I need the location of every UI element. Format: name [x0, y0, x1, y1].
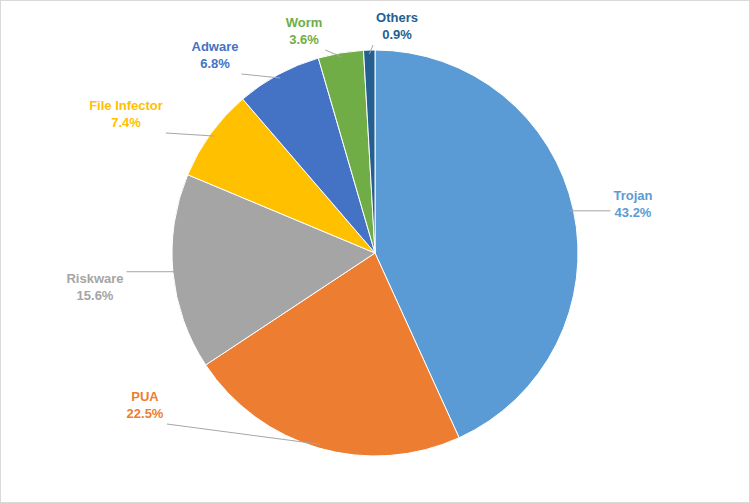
data-label: Riskware 15.6% [66, 271, 123, 303]
value-label: 15.6% [77, 288, 114, 303]
leader-line [241, 74, 280, 78]
leader-line [325, 50, 341, 57]
data-label: Adware 6.8% [192, 39, 239, 71]
data-label: Others 0.9% [376, 10, 418, 42]
data-label: Worm 3.6% [286, 15, 323, 47]
category-label: Trojan [613, 188, 652, 203]
category-label: File Infector [89, 98, 163, 113]
value-label: 22.5% [127, 406, 164, 421]
pie-slice [364, 50, 375, 253]
value-label: 0.9% [382, 27, 412, 42]
data-label: PUA 22.5% [127, 389, 164, 421]
data-label: Trojan 43.2% [613, 188, 652, 220]
category-label: Adware [192, 39, 239, 54]
category-label: Worm [286, 15, 323, 30]
leader-lines [127, 45, 611, 444]
value-label: 6.8% [200, 56, 230, 71]
leader-line [369, 45, 373, 54]
pie [172, 50, 578, 456]
category-label: Others [376, 10, 418, 25]
value-label: 43.2% [615, 205, 652, 220]
leader-line [569, 210, 610, 211]
chart: Trojan 43.2% PUA 22.5% Riskware 15.6% File Inf… [0, 0, 750, 503]
data-labels: Trojan 43.2% PUA 22.5% Riskware 15.6% File Inf… [66, 10, 652, 421]
pie-slice [318, 50, 375, 253]
value-label: 3.6% [289, 32, 319, 47]
category-label: PUA [131, 389, 159, 404]
leader-line [127, 271, 177, 272]
leader-line [166, 133, 214, 136]
data-label: File Infector 7.4% [89, 98, 163, 130]
category-label: Riskware [66, 271, 123, 286]
leader-line [167, 424, 320, 444]
chart-frame [1, 1, 750, 503]
value-label: 7.4% [111, 115, 141, 130]
